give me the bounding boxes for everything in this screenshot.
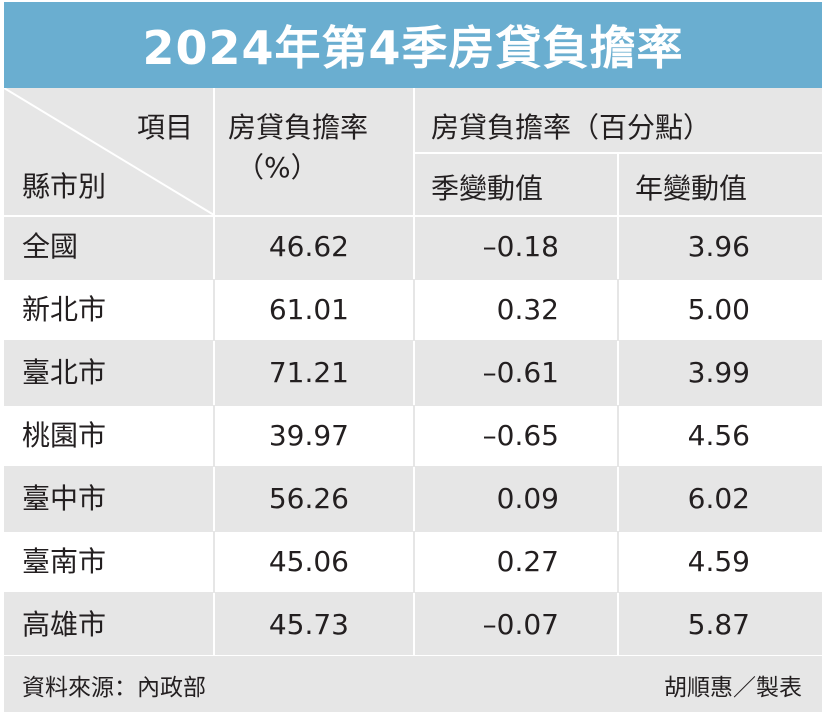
quarter-change-cell: 0.09 [496,482,559,515]
rate-cell: 45.73 [268,608,349,641]
year-change-cell: 3.99 [687,356,750,389]
source-note: 資料來源：內政部 [22,675,206,701]
rate-cell: 56.26 [268,482,349,515]
column-divider [213,88,215,656]
column-divider [213,405,215,467]
header-region-label: 縣市別 [22,170,107,203]
year-change-cell: 6.02 [687,482,750,515]
region-cell: 臺北市 [22,356,107,389]
region-cell: 臺中市 [22,482,107,515]
header-rate-label: 房貸負擔率 [228,111,369,144]
quarter-change-cell: –0.07 [482,608,559,641]
region-cell: 全國 [22,230,79,263]
quarter-change-cell: –0.18 [482,230,559,263]
column-divider [413,88,415,656]
column-divider [413,531,415,593]
header-year-change: 年變動值 [635,172,748,205]
region-cell: 新北市 [22,293,107,326]
column-divider [617,279,619,341]
column-divider [213,279,215,341]
column-divider [213,531,215,593]
quarter-change-cell: 0.32 [496,293,559,326]
rate-cell: 39.97 [268,419,349,452]
table-row: 臺北市 71.21 –0.61 3.99 [4,342,822,403]
column-divider [617,405,619,467]
table-graphic: 2024年第4季房貸負擔率 項目 縣市別 房貸負擔率 （%） 房貸負擔率（百分點… [4,2,822,712]
rate-cell: 61.01 [268,293,349,326]
year-change-cell: 5.87 [687,608,750,641]
region-cell: 桃園市 [22,419,107,452]
rate-cell: 46.62 [268,230,349,263]
page-title: 2024年第4季房貸負擔率 [142,21,684,75]
quarter-change-cell: –0.61 [482,356,559,389]
year-change-cell: 5.00 [687,293,750,326]
rate-cell: 45.06 [268,545,349,578]
year-change-cell: 3.96 [687,230,750,263]
header-rate-unit: （%） [236,151,319,184]
year-change-cell: 4.56 [687,419,750,452]
column-divider [413,279,415,341]
credit-note: 胡順惠／製表 [664,675,802,701]
column-divider [617,531,619,593]
quarter-change-cell: 0.27 [496,545,559,578]
title-bar: 2024年第4季房貸負擔率 [4,2,822,88]
header-item-label: 項目 [137,111,194,144]
header-diagonal-divider [4,88,215,216]
quarter-change-cell: –0.65 [482,419,559,452]
header-quarter-change: 季變動值 [431,172,544,205]
year-change-cell: 4.59 [687,545,750,578]
rate-cell: 71.21 [268,356,349,389]
column-divider [617,152,619,656]
region-cell: 高雄市 [22,608,107,641]
column-divider [413,405,415,467]
region-cell: 臺南市 [22,545,107,578]
footer: 資料來源：內政部 胡順惠／製表 [4,656,822,712]
header-change-group-label: 房貸負擔率（百分點） [431,111,712,144]
